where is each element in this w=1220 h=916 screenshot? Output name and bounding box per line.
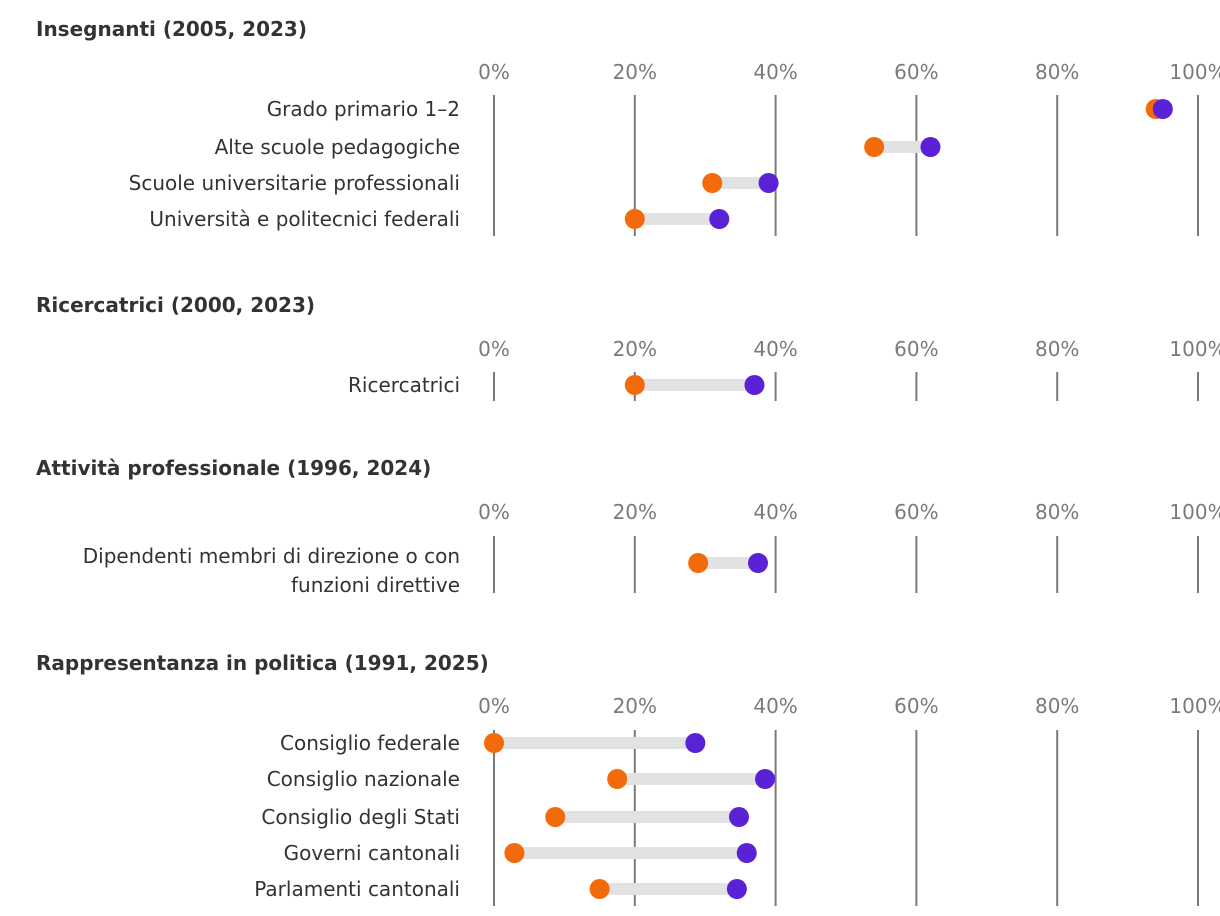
x-tick-label: 100% xyxy=(1169,500,1220,524)
x-tick-label: 100% xyxy=(1169,337,1220,361)
start-dot xyxy=(589,879,610,899)
gridlines xyxy=(493,95,1199,236)
x-tick-label: 0% xyxy=(478,694,510,718)
category-label: Scuole universitarie professionali xyxy=(129,171,460,195)
x-ticks: 0% 20% 40% 60% 80% 100% xyxy=(478,500,1220,524)
x-tick-label: 80% xyxy=(1035,60,1079,84)
end-dot xyxy=(744,375,765,395)
start-dot xyxy=(702,173,723,193)
start-dot xyxy=(688,553,709,573)
dumbbell-row: Università e politecnici federali xyxy=(149,207,730,231)
category-label: Alte scuole pedagogiche xyxy=(215,135,460,159)
x-tick-label: 40% xyxy=(753,694,797,718)
gridlines xyxy=(493,372,1199,401)
dumbbell-row: Consiglio federale xyxy=(280,731,706,755)
end-dot xyxy=(728,807,749,827)
category-label: Governi cantonali xyxy=(284,841,460,865)
category-label: Dipendenti membri di direzione o con xyxy=(83,544,460,568)
x-tick-label: 20% xyxy=(613,60,657,84)
x-tick-label: 20% xyxy=(613,500,657,524)
x-tick-label: 80% xyxy=(1035,500,1079,524)
start-dot xyxy=(864,137,885,157)
rows: Grado primario 1–2 Alte scuole pedagogich… xyxy=(129,97,1173,231)
x-tick-label: 40% xyxy=(753,500,797,524)
x-ticks: 0% 20% 40% 60% 80% 100% xyxy=(478,60,1220,84)
x-ticks: 0% 20% 40% 60% 80% 100% xyxy=(478,337,1220,361)
panel-ricercatrici: Ricercatrici (2000, 2023) 0% 20% 40% 60% 80%… xyxy=(36,293,1220,401)
start-dot xyxy=(484,733,504,753)
dumbbell-row: Consiglio nazionale xyxy=(267,767,776,791)
category-label: Ricercatrici xyxy=(348,373,460,397)
dumbbell-row: Ricercatrici xyxy=(348,373,765,397)
x-tick-label: 40% xyxy=(753,60,797,84)
start-dot xyxy=(624,209,645,229)
end-dot xyxy=(748,553,768,573)
x-tick-label: 60% xyxy=(894,60,938,84)
x-tick-label: 20% xyxy=(613,337,657,361)
gridlines xyxy=(493,536,1199,593)
category-label: funzioni direttive xyxy=(291,573,460,597)
end-dot xyxy=(758,173,779,193)
panel-title: Ricercatrici (2000, 2023) xyxy=(36,293,315,317)
x-tick-label: 80% xyxy=(1035,337,1079,361)
category-label: Grado primario 1–2 xyxy=(267,97,460,121)
end-dot xyxy=(1152,99,1173,119)
panel-title: Rappresentanza in politica (1991, 2025) xyxy=(36,651,489,675)
dumbbell-row: Governi cantonali xyxy=(284,841,757,865)
dumbbell-row: Consiglio degli Stati xyxy=(261,805,749,829)
x-tick-label: 80% xyxy=(1035,694,1079,718)
panel-title: Insegnanti (2005, 2023) xyxy=(36,17,307,41)
start-dot xyxy=(545,807,566,827)
x-tick-label: 60% xyxy=(894,500,938,524)
rows: Ricercatrici xyxy=(348,373,765,397)
rows: Consiglio federale Consiglio nazionale Con… xyxy=(254,731,776,901)
category-label: Parlamenti cantonali xyxy=(254,877,460,901)
end-dot xyxy=(685,733,706,753)
x-tick-label: 20% xyxy=(613,694,657,718)
dumbbell-row: Grado primario 1–2 xyxy=(267,97,1173,121)
end-dot xyxy=(736,843,757,863)
panel-rappresentanza-politica: Rappresentanza in politica (1991, 2025) … xyxy=(36,651,1220,906)
panel-title: Attività professionale (1996, 2024) xyxy=(36,456,431,480)
x-tick-label: 100% xyxy=(1169,694,1220,718)
rows: Dipendenti membri di direzione o con funz… xyxy=(83,544,768,597)
end-dot xyxy=(920,137,941,157)
dumbbell-row: Alte scuole pedagogiche xyxy=(215,135,941,159)
start-dot xyxy=(607,769,628,789)
x-tick-label: 0% xyxy=(478,337,510,361)
dumbbell-row: Dipendenti membri di direzione o con funz… xyxy=(83,544,768,597)
x-tick-label: 0% xyxy=(478,60,510,84)
dumbbell-row: Scuole universitarie professionali xyxy=(129,171,779,195)
panel-attivita-professionale: Attività professionale (1996, 2024) 0% 20… xyxy=(36,456,1220,597)
x-ticks: 0% 20% 40% 60% 80% 100% xyxy=(478,694,1220,718)
start-dot xyxy=(504,843,525,863)
end-dot xyxy=(709,209,730,229)
category-label: Consiglio federale xyxy=(280,731,460,755)
category-label: Consiglio degli Stati xyxy=(261,805,460,829)
dumbbell-row: Parlamenti cantonali xyxy=(254,877,747,901)
category-label: Università e politecnici federali xyxy=(149,207,460,231)
category-label: Consiglio nazionale xyxy=(267,767,460,791)
panel-insegnanti: Insegnanti (2005, 2023) 0% 20% 40% 60% 80% 10… xyxy=(36,17,1220,236)
x-tick-label: 60% xyxy=(894,694,938,718)
x-tick-label: 60% xyxy=(894,337,938,361)
x-tick-label: 100% xyxy=(1169,60,1220,84)
x-tick-label: 0% xyxy=(478,500,510,524)
start-dot xyxy=(624,375,645,395)
end-dot xyxy=(726,879,747,899)
x-tick-label: 40% xyxy=(753,337,797,361)
end-dot xyxy=(755,769,776,789)
